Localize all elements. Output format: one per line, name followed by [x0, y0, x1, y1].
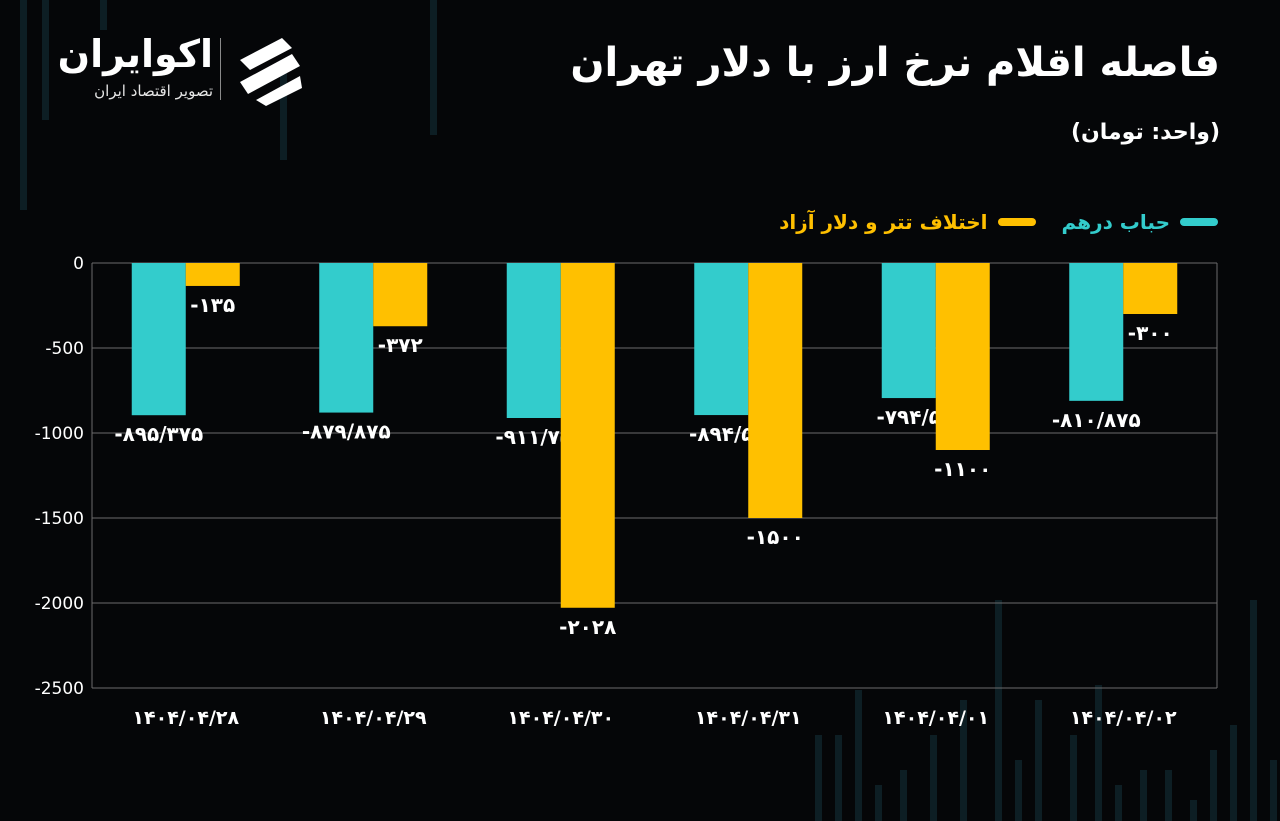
y-tick-label: -2500 — [35, 679, 84, 699]
background-candle — [1270, 760, 1277, 821]
background-candle — [1190, 800, 1197, 821]
x-tick-label: ۱۴۰۴/۰۴/۳۰ — [507, 707, 614, 729]
bar-tether-gap — [1123, 263, 1178, 314]
data-label: -۸۹۵/۳۷۵ — [114, 422, 203, 446]
x-tick-label: ۱۴۰۴/۰۴/۳۱ — [695, 707, 802, 729]
x-tick-label: ۱۴۰۴/۰۴/۰۲ — [1070, 707, 1177, 729]
bar-dirham-bubble — [506, 263, 561, 418]
legend-item-dirham-bubble: حباب درهم — [1062, 210, 1218, 234]
background-candle — [280, 60, 287, 160]
bar-tether-gap — [748, 263, 803, 518]
y-tick-label: -1500 — [35, 509, 84, 529]
x-tick-label: ۱۴۰۴/۰۴/۲۸ — [132, 707, 239, 729]
background-candle — [430, 0, 437, 135]
data-label: -۷۹۴/۵ — [877, 405, 941, 429]
background-candle — [960, 700, 967, 821]
y-tick-label: 0 — [73, 254, 84, 274]
bar-dirham-bubble — [694, 263, 749, 416]
data-label: -۸۱۰/۸۷۵ — [1052, 408, 1141, 432]
background-candle — [1035, 700, 1042, 821]
y-tick-label: -500 — [45, 339, 84, 359]
bar-dirham-bubble — [881, 263, 936, 399]
background-candle — [1070, 735, 1077, 821]
x-tick-label: ۱۴۰۴/۰۴/۲۹ — [320, 707, 427, 729]
legend-swatch-yellow — [997, 218, 1036, 226]
legend-item-tether-gap: اختلاف تتر و دلار آزاد — [779, 210, 1036, 234]
background-candle — [42, 0, 49, 120]
y-tick-label: -1000 — [35, 424, 84, 444]
chart-title: فاصله اقلام نرخ ارز با دلار تهران — [570, 40, 1220, 86]
background-candle — [900, 770, 907, 821]
legend-label-tether-gap: اختلاف تتر و دلار آزاد — [779, 210, 988, 234]
data-label: -۸۷۹/۸۷۵ — [302, 420, 391, 444]
background-candle — [100, 0, 107, 30]
bar-dirham-bubble — [1069, 263, 1124, 401]
legend: حباب درهم اختلاف تتر و دلار آزاد — [779, 210, 1218, 234]
background-candle — [1095, 685, 1102, 821]
bar-tether-gap — [935, 263, 990, 450]
background-candle — [1115, 785, 1122, 821]
background-candle — [1140, 770, 1147, 821]
data-label: -۲۰۲۸ — [559, 615, 616, 639]
background-candle — [1210, 750, 1217, 821]
background-candle — [1230, 725, 1237, 821]
logo: اکوایران تصویر اقتصاد ایران — [48, 30, 318, 110]
background-candle — [815, 735, 822, 821]
unit-label: (واحد: تومان) — [1070, 120, 1220, 145]
background-candle — [835, 735, 842, 821]
bar-dirham-bubble — [131, 263, 186, 416]
logo-tagline: تصویر اقتصاد ایران — [94, 82, 213, 100]
background-candle — [875, 785, 882, 821]
background-candle — [20, 0, 27, 210]
data-label: -۱۳۵ — [190, 293, 235, 317]
legend-swatch-teal — [1180, 218, 1218, 226]
data-label: -۸۹۴/۵ — [689, 422, 753, 446]
bar-tether-gap — [185, 263, 240, 286]
bar-tether-gap — [373, 263, 428, 327]
x-tick-label: ۱۴۰۴/۰۴/۰۱ — [882, 707, 989, 729]
y-tick-label: -2000 — [35, 594, 84, 614]
logo-divider — [220, 38, 221, 100]
data-label: -۱۱۰۰ — [934, 457, 991, 481]
data-label: -۹۱۱/۷۵ — [495, 425, 572, 449]
background-candle — [995, 600, 1002, 821]
background-candle — [1015, 760, 1022, 821]
data-label: -۱۵۰۰ — [747, 525, 804, 549]
background-candle — [855, 690, 862, 821]
data-label: -۳۷۲ — [378, 333, 423, 357]
logo-name: اکوایران — [57, 32, 213, 76]
background-candle — [1165, 770, 1172, 821]
bar-dirham-bubble — [319, 263, 374, 413]
background-candle — [930, 735, 937, 821]
bar-tether-gap — [560, 263, 615, 608]
data-label: -۳۰۰ — [1128, 321, 1173, 345]
logo-mark-icon — [240, 38, 302, 106]
legend-label-dirham-bubble: حباب درهم — [1061, 210, 1170, 234]
background-candle — [1250, 600, 1257, 821]
